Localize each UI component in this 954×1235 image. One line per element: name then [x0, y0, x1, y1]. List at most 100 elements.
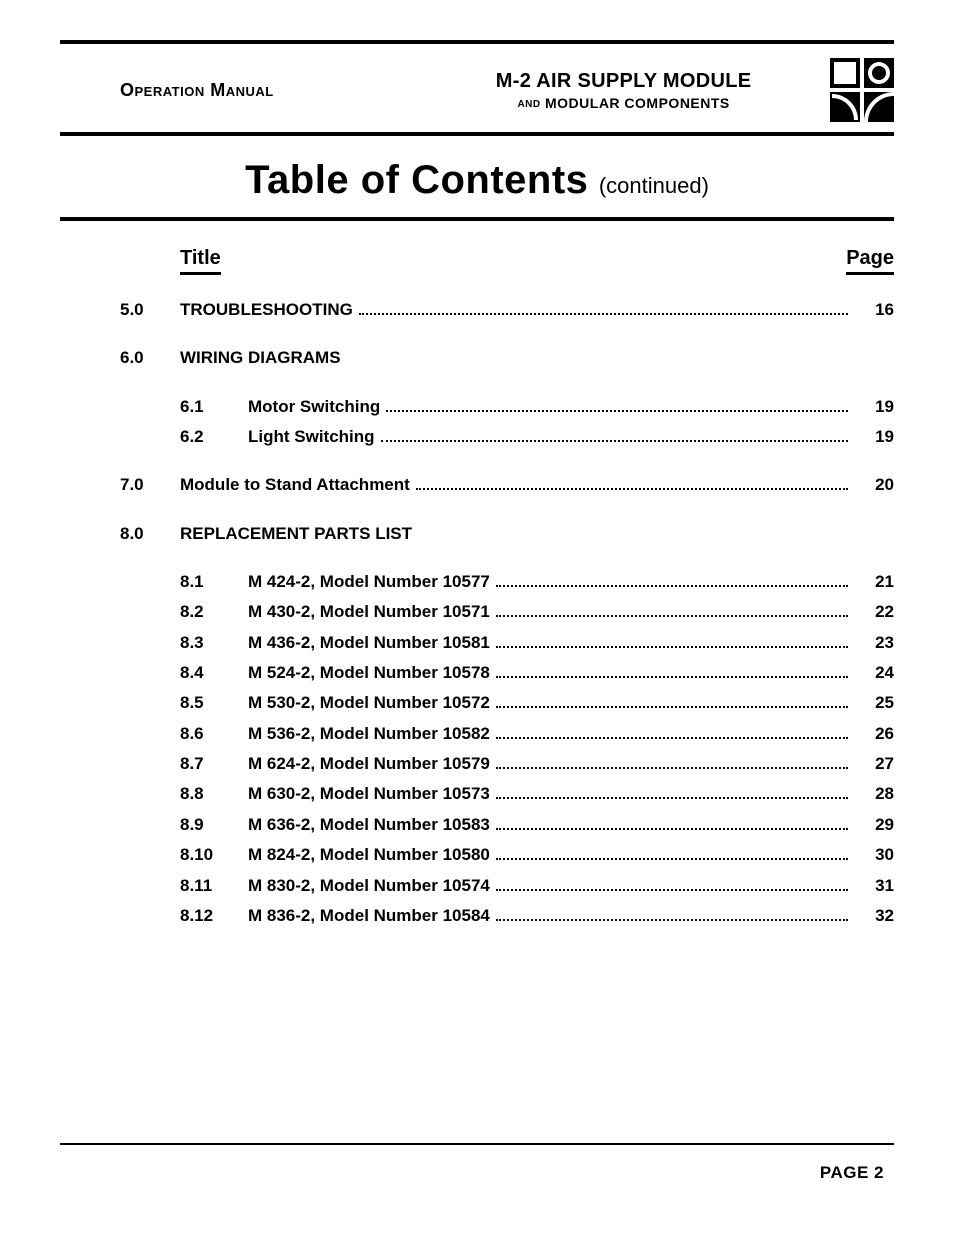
- toc-sub-title: M 824-2, Model Number 10580: [248, 842, 490, 868]
- toc-section-number: 7.0: [60, 472, 180, 498]
- header-logo-wrap: [822, 58, 894, 122]
- toc-sub-row: 6.1Motor Switching 19: [60, 394, 894, 420]
- toc-sub-row: 8.5M 530-2, Model Number 1057225: [60, 690, 894, 716]
- toc-sub-page: 26: [854, 721, 894, 747]
- header-and: AND: [517, 98, 540, 109]
- toc-sub-title: Light Switching: [248, 424, 375, 450]
- toc-sub-page: 32: [854, 903, 894, 929]
- footer-rule: [60, 1143, 894, 1145]
- toc-sub-title: M 636-2, Model Number 10583: [248, 812, 490, 838]
- toc-leader: [496, 875, 848, 890]
- toc-leader: [496, 632, 848, 647]
- toc-sub-row: 8.6M 536-2, Model Number 1058226: [60, 721, 894, 747]
- toc-sub-title: Motor Switching: [248, 394, 380, 420]
- toc-sub-page: 24: [854, 660, 894, 686]
- toc-sub-page: 19: [854, 424, 894, 450]
- header-left-text: Operation Manual: [60, 80, 425, 101]
- toc-leader: [496, 754, 848, 769]
- toc-section-number: 8.0: [60, 521, 180, 547]
- toc-sub-row: 8.3M 436-2, Model Number 10581 23: [60, 630, 894, 656]
- toc-leader: [496, 602, 848, 617]
- toc-sub-number: 8.9: [180, 812, 248, 838]
- toc-gap: [60, 454, 894, 468]
- colheader-page: Page: [846, 247, 894, 275]
- toc-sub-page: 27: [854, 751, 894, 777]
- brand-logo-icon: [830, 58, 894, 122]
- toc-sub-page: 23: [854, 630, 894, 656]
- toc-gap: [60, 551, 894, 565]
- colheader-spacer: [60, 247, 180, 275]
- toc-sub-number: 8.3: [180, 630, 248, 656]
- toc-sub-number: 8.4: [180, 660, 248, 686]
- toc-section-title: WIRING DIAGRAMS: [180, 345, 341, 371]
- toc-leader: [496, 845, 848, 860]
- toc-sub-row: 8.10M 824-2, Model Number 10580 30: [60, 842, 894, 868]
- colheader-grow: [221, 247, 846, 275]
- toc-leader: [496, 723, 848, 738]
- toc-section-row: 8.0REPLACEMENT PARTS LIST: [60, 521, 894, 547]
- toc-section-title: TROUBLESHOOTING: [180, 297, 353, 323]
- toc-sub-number: 8.6: [180, 721, 248, 747]
- toc-sub-row: 8.7M 624-2, Model Number 10579 27: [60, 751, 894, 777]
- toc-section-page: 20: [854, 472, 894, 498]
- toc-sub-row: 8.2M 430-2, Model Number 10571 22: [60, 599, 894, 625]
- toc-sub-number: 6.2: [180, 424, 248, 450]
- toc-sub-row: 8.1M 424-2, Model Number 10577 21: [60, 569, 894, 595]
- toc-sub-page: 30: [854, 842, 894, 868]
- toc-sub-number: 8.12: [180, 903, 248, 929]
- toc-sub-number: 8.1: [180, 569, 248, 595]
- toc-sub-page: 22: [854, 599, 894, 625]
- toc-leader: [496, 572, 848, 587]
- toc-sub-page: 31: [854, 873, 894, 899]
- page-title-row: Table of Contents (continued): [60, 136, 894, 217]
- toc-section-number: 5.0: [60, 297, 180, 323]
- toc-section-row: 6.0WIRING DIAGRAMS: [60, 345, 894, 371]
- toc-sub-title: M 436-2, Model Number 10581: [248, 630, 490, 656]
- toc-leader: [496, 693, 848, 708]
- toc-sub-title: M 430-2, Model Number 10571: [248, 599, 490, 625]
- toc-sub-row: 8.12M 836-2, Model Number 10584 32: [60, 903, 894, 929]
- toc-section-row: 7.0Module to Stand Attachment 20: [60, 472, 894, 498]
- toc-sub-number: 8.10: [180, 842, 248, 868]
- header-center: M-2 AIR SUPPLY MODULE AND MODULAR COMPON…: [425, 70, 822, 111]
- toc-sub-row: 8.9M 636-2, Model Number 1058329: [60, 812, 894, 838]
- toc-leader: [359, 300, 848, 315]
- page-title: Table of Contents: [245, 158, 588, 202]
- colheader-title: Title: [180, 247, 221, 275]
- page-title-suffix: (continued): [599, 173, 709, 198]
- toc-section-number: 6.0: [60, 345, 180, 371]
- toc-sub-number: 8.8: [180, 781, 248, 807]
- toc-sub-row: 8.11M 830-2, Model Number 10574 31: [60, 873, 894, 899]
- toc-sub-page: 21: [854, 569, 894, 595]
- footer-page-number: PAGE 2: [820, 1163, 884, 1183]
- toc-sub-page: 28: [854, 781, 894, 807]
- toc-sub-row: 8.8M 630-2, Model Number 10573 28: [60, 781, 894, 807]
- toc-sub-title: M 624-2, Model Number 10579: [248, 751, 490, 777]
- toc-sub-page: 19: [854, 394, 894, 420]
- toc-column-headers: Title Page: [60, 221, 894, 293]
- toc-sub-number: 8.7: [180, 751, 248, 777]
- toc-gap: [60, 503, 894, 517]
- header-line2-rest: MODULAR COMPONENTS: [541, 95, 730, 111]
- toc-sub-number: 6.1: [180, 394, 248, 420]
- toc-sub-number: 8.11: [180, 873, 248, 899]
- toc-leader: [496, 663, 848, 678]
- toc-leader: [496, 784, 848, 799]
- toc-sub-title: M 524-2, Model Number 10578: [248, 660, 490, 686]
- toc-leader: [496, 815, 848, 830]
- toc-section-title: Module to Stand Attachment: [180, 472, 410, 498]
- header-title-line2: AND MODULAR COMPONENTS: [425, 95, 822, 111]
- toc-sub-title: M 830-2, Model Number 10574: [248, 873, 490, 899]
- toc-gap: [60, 376, 894, 390]
- toc-sub-page: 25: [854, 690, 894, 716]
- toc-section-page: 16: [854, 297, 894, 323]
- header-title-line1: M-2 AIR SUPPLY MODULE: [425, 70, 822, 93]
- toc-sub-title: M 630-2, Model Number 10573: [248, 781, 490, 807]
- toc-sub-title: M 530-2, Model Number 10572: [248, 690, 490, 716]
- toc-sub-number: 8.2: [180, 599, 248, 625]
- toc-sub-row: 8.4M 524-2, Model Number 10578 24: [60, 660, 894, 686]
- toc-sub-title: M 836-2, Model Number 10584: [248, 903, 490, 929]
- toc-gap: [60, 327, 894, 341]
- toc-sub-title: M 424-2, Model Number 10577: [248, 569, 490, 595]
- toc-leader: [496, 906, 848, 921]
